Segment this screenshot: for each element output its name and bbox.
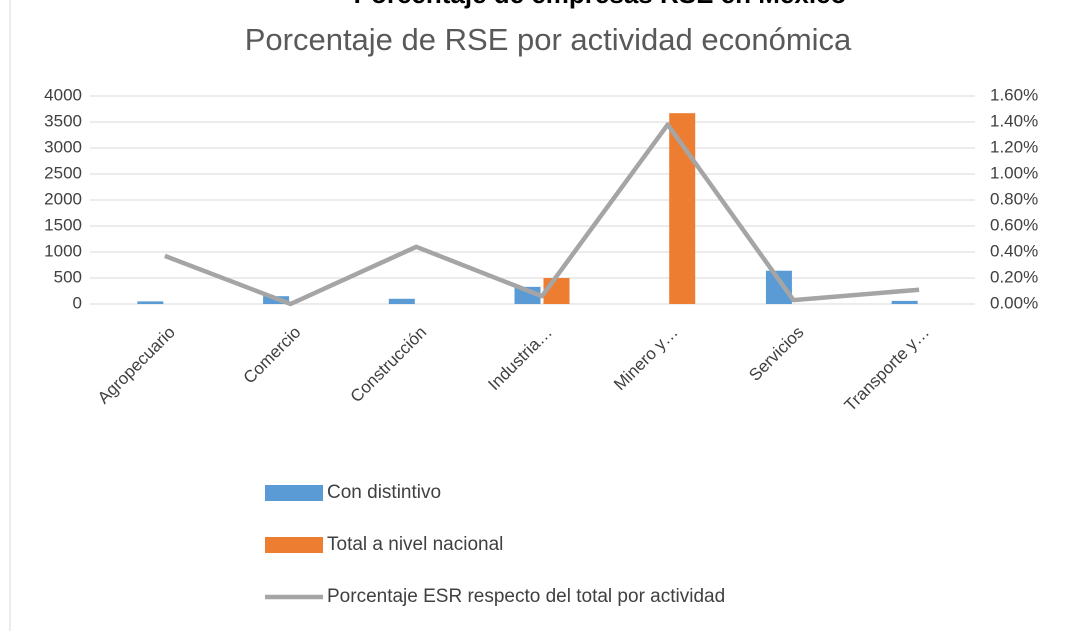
y-tick-label: 2000 [44,189,82,208]
y-tick-label: 500 [54,267,82,286]
y-tick-label: 3000 [44,137,82,156]
y2-tick-label: 1.00% [990,163,1038,182]
y-tick-label: 4000 [44,85,82,104]
bar [388,298,415,304]
x-tick-label: Industria… [484,323,556,395]
x-tick-label: Servicios [745,323,807,385]
y2-tick-label: 0.20% [990,267,1038,286]
x-tick-label: Construcción [347,323,431,407]
legend-label: Con distintivo [327,482,441,503]
legend-swatch [265,537,323,553]
x-tick-label: Agropecuario [94,323,179,408]
y2-tick-label: 0.80% [990,189,1038,208]
bar [137,301,164,304]
y2-tick-label: 0.00% [990,293,1038,312]
y2-tick-label: 1.60% [990,85,1038,104]
legend-swatch [265,485,323,501]
y-tick-label: 2500 [44,163,82,182]
y-tick-label: 1000 [44,241,82,260]
legend-label: Total a nivel nacional [327,534,503,555]
chart-supertitle: Porcentaje de empresas RSE en México [354,0,847,9]
y2-tick-label: 1.20% [990,137,1038,156]
y-tick-label: 3500 [44,111,82,130]
y-tick-label: 1500 [44,215,82,234]
x-tick-label: Comercio [240,323,305,388]
legend-label: Porcentaje ESR respecto del total por ac… [327,586,725,607]
chart-title: Porcentaje de RSE por actividad económic… [245,22,852,57]
y2-tick-label: 1.40% [990,111,1038,130]
line-series [164,122,920,307]
y2-tick-label: 0.40% [990,241,1038,260]
bar [891,300,918,304]
x-tick-label: Minero y… [610,323,682,395]
x-tick-label: Transporte y… [841,323,933,415]
y2-tick-label: 0.60% [990,215,1038,234]
y-tick-label: 0 [73,293,82,312]
bar [765,270,792,304]
